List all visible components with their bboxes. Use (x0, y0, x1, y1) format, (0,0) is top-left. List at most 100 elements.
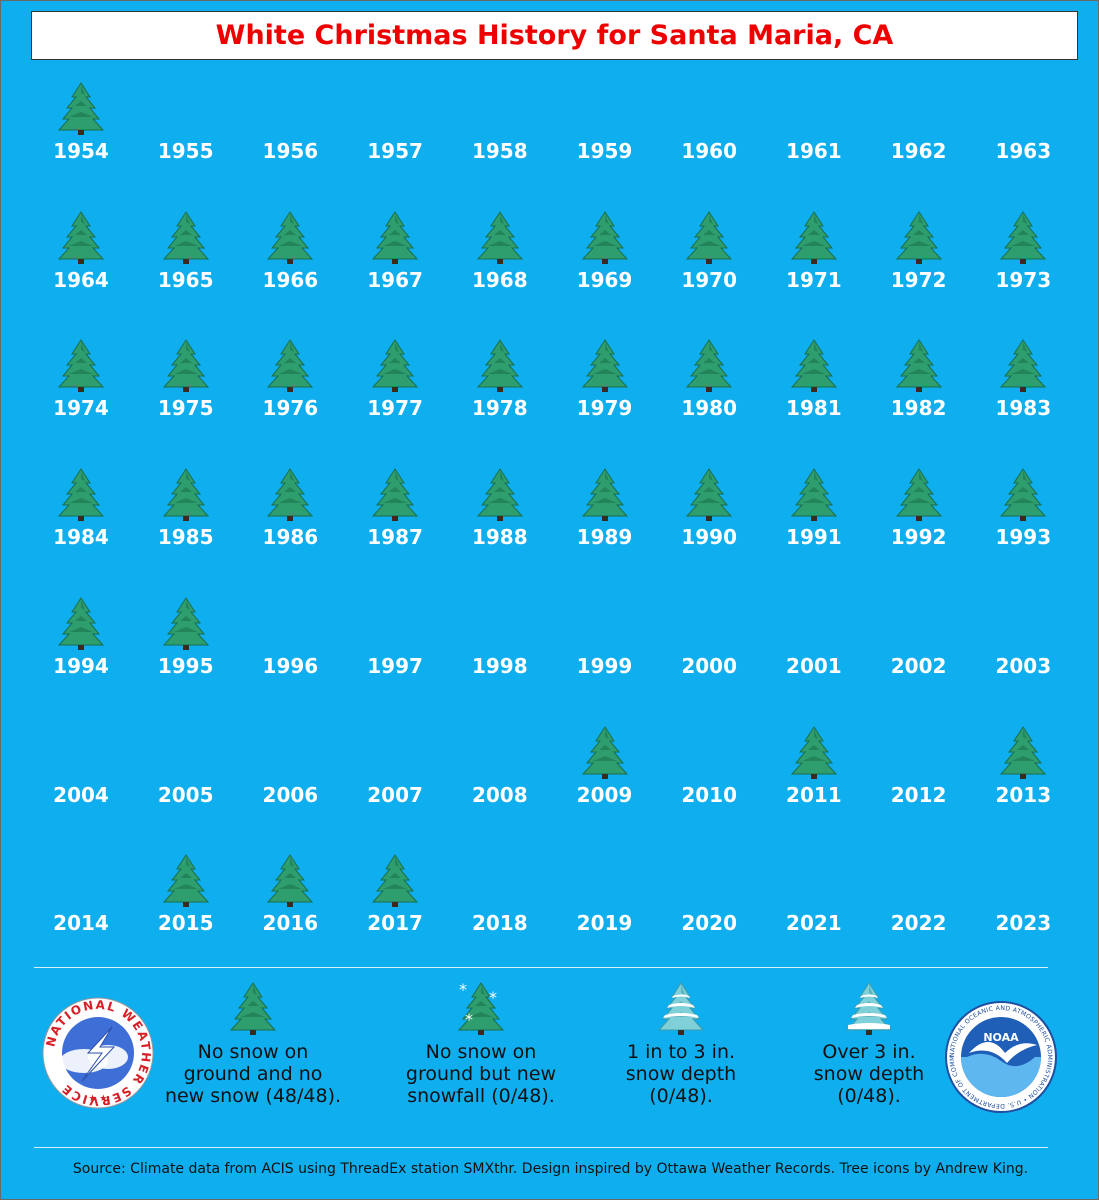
year-label: 2000 (681, 653, 738, 678)
legend-divider-bottom (34, 1147, 1048, 1148)
svg-text:★ ★: ★ ★ (89, 1094, 108, 1104)
year-cell-2021: 2021 (762, 853, 866, 973)
year-cell-2000: 2000 (657, 596, 761, 716)
tree-icon (371, 338, 419, 397)
year-label: 1973 (995, 267, 1052, 292)
tree-icon (790, 338, 838, 397)
legend-item-new-snowfall: * * * No snow on ground but new snowfall (0/4… (381, 981, 581, 1107)
tree-icon (999, 725, 1047, 784)
year-label: 1984 (53, 525, 109, 550)
year-label: 1972 (890, 267, 947, 292)
year-label: 2017 (367, 911, 423, 936)
year-cell-1997: 1997 (343, 596, 447, 716)
year-cell-1954: 1954 (29, 81, 133, 201)
year-label: 2021 (786, 911, 842, 936)
year-label: 1985 (157, 525, 214, 550)
year-cell-1969: 1969 (553, 210, 657, 330)
year-label: 1974 (53, 396, 109, 421)
year-label: 1976 (262, 396, 319, 421)
tree-icon (999, 338, 1047, 397)
tree-icon (790, 210, 838, 269)
tree-icon (57, 210, 105, 269)
legend-item-depth-over-3: Over 3 in. snow depth (0/48). (769, 981, 969, 1107)
year-cell-1966: 1966 (238, 210, 342, 330)
tree-icon (895, 338, 943, 397)
tree-icon (685, 210, 733, 269)
tree-icon (162, 853, 210, 912)
svg-text:*: * (459, 981, 467, 999)
tree-icon (790, 467, 838, 526)
source-note: Source: Climate data from ACIS using Thr… (72, 1161, 1029, 1177)
year-label: 2010 (681, 782, 738, 807)
year-cell-1972: 1972 (867, 210, 971, 330)
year-label: 1997 (367, 653, 423, 678)
year-cell-1977: 1977 (343, 338, 447, 458)
year-label: 2005 (157, 782, 214, 807)
legend-tree-icon (769, 981, 969, 1035)
tree-icon (371, 467, 419, 526)
year-cell-1970: 1970 (657, 210, 761, 330)
year-cell-1967: 1967 (343, 210, 447, 330)
year-cell-2008: 2008 (448, 725, 552, 845)
tree-icon (371, 853, 419, 912)
tree-icon (266, 210, 314, 269)
tree-icon (685, 467, 733, 526)
year-label: 1970 (681, 267, 738, 292)
year-cell-2002: 2002 (867, 596, 971, 716)
tree-icon (581, 467, 629, 526)
year-label: 1961 (786, 139, 842, 163)
year-label: 2002 (890, 653, 947, 678)
year-cell-1988: 1988 (448, 467, 552, 587)
year-label: 1969 (576, 267, 633, 292)
year-label: 1960 (681, 139, 738, 163)
year-cell-2015: 2015 (134, 853, 238, 973)
year-cell-1971: 1971 (762, 210, 866, 330)
year-label: 1991 (786, 525, 842, 550)
legend-tree-icon (581, 981, 781, 1035)
title-box: White Christmas History for Santa Maria,… (31, 11, 1078, 60)
year-cell-1994: 1994 (29, 596, 133, 716)
year-cell-2004: 2004 (29, 725, 133, 845)
year-cell-1980: 1980 (657, 338, 761, 458)
year-cell-2016: 2016 (238, 853, 342, 973)
year-label: 1965 (157, 267, 214, 292)
year-cell-1995: 1995 (134, 596, 238, 716)
year-label: 2012 (890, 782, 947, 807)
year-cell-1957: 1957 (343, 81, 447, 201)
year-cell-2001: 2001 (762, 596, 866, 716)
year-label: 2020 (681, 911, 738, 936)
year-cell-1979: 1979 (553, 338, 657, 458)
year-cell-1996: 1996 (238, 596, 342, 716)
year-label: 2003 (995, 653, 1052, 678)
year-label: 1963 (995, 139, 1052, 163)
year-label: 1983 (995, 396, 1052, 421)
tree-icon (895, 210, 943, 269)
year-label: 2011 (786, 782, 842, 807)
year-label: 1996 (262, 653, 319, 678)
tree-icon (57, 467, 105, 526)
year-cell-1978: 1978 (448, 338, 552, 458)
svg-text:*: * (489, 988, 497, 1007)
legend-tree-icon (153, 981, 353, 1035)
year-label: 2022 (890, 911, 947, 936)
year-label: 1975 (157, 396, 214, 421)
year-label: 1986 (262, 525, 319, 550)
tree-icon (581, 210, 629, 269)
year-cell-1987: 1987 (343, 467, 447, 587)
year-label: 1956 (262, 139, 319, 163)
tree-icon (57, 338, 105, 397)
year-label: 1990 (681, 525, 738, 550)
year-cell-2010: 2010 (657, 725, 761, 845)
year-cell-1984: 1984 (29, 467, 133, 587)
tree-icon (266, 338, 314, 397)
year-cell-1960: 1960 (657, 81, 761, 201)
year-cell-2012: 2012 (867, 725, 971, 845)
year-label: 1995 (157, 653, 214, 678)
year-label: 2018 (471, 911, 528, 936)
year-label: 2009 (576, 782, 633, 807)
year-label: 2013 (995, 782, 1052, 807)
tree-icon (476, 210, 524, 269)
legend-label: 1 in to 3 in. snow depth (0/48). (625, 1041, 737, 1107)
year-cell-1983: 1983 (971, 338, 1075, 458)
